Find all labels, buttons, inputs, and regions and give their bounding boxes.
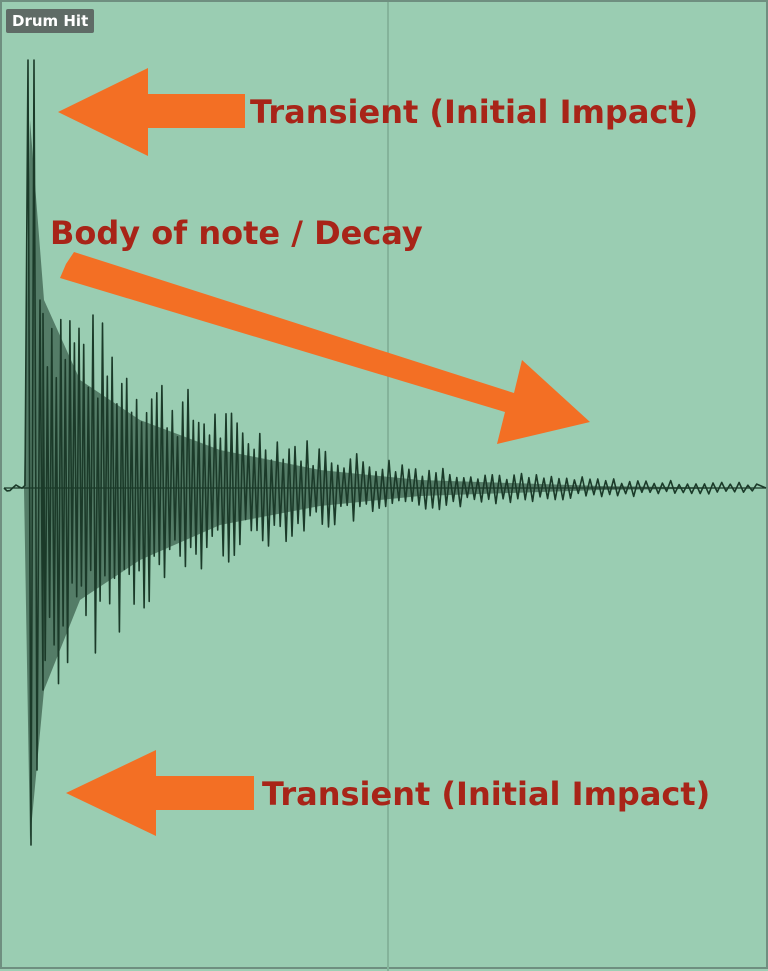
transient-label-bottom: Transient (Initial Impact): [262, 775, 710, 813]
arrow-left-bottom-icon: [66, 750, 254, 836]
arrow-diagonal-icon: [60, 252, 590, 444]
transient-label-top: Transient (Initial Impact): [250, 93, 698, 131]
decay-label: Body of note / Decay: [50, 214, 423, 252]
arrow-left-top-icon: [58, 68, 245, 156]
